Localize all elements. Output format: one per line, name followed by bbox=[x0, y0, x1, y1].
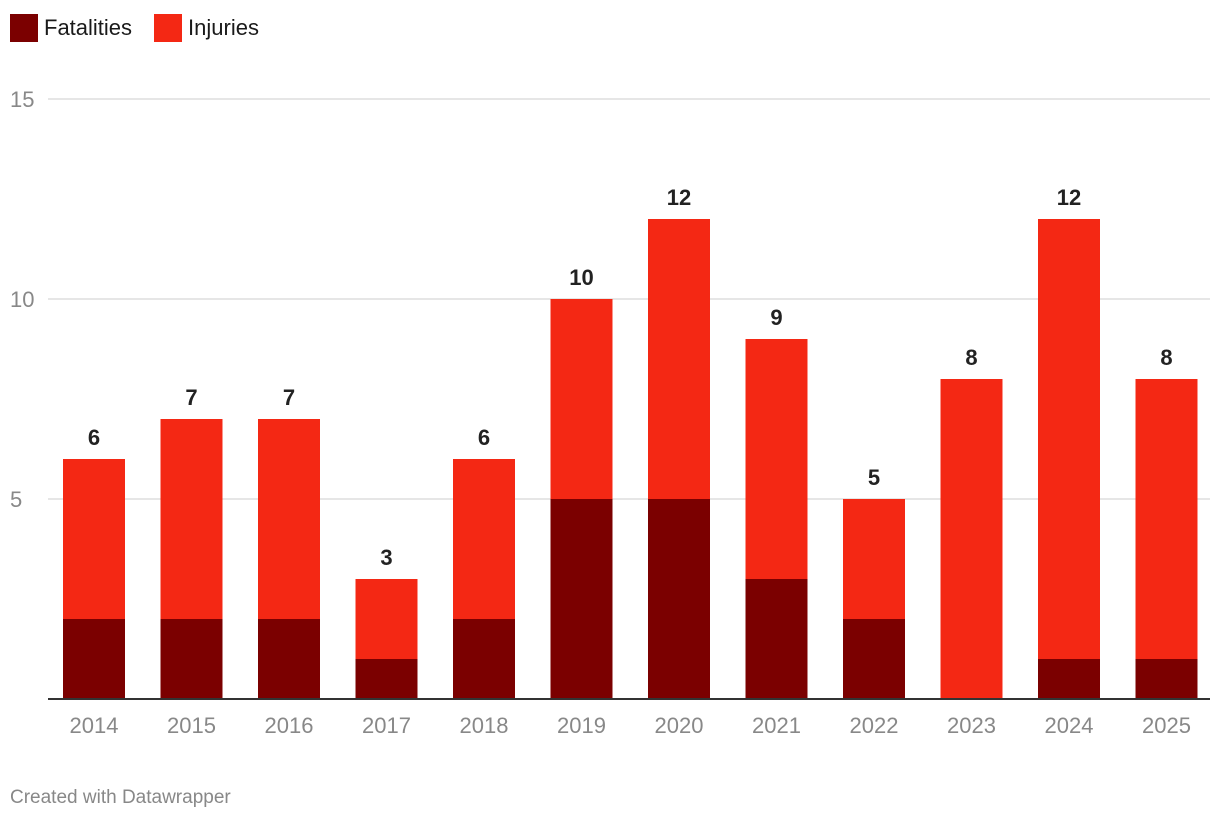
bar-injuries-2015 bbox=[160, 419, 223, 619]
total-label-2021: 9 bbox=[770, 305, 782, 330]
total-label-2025: 8 bbox=[1160, 345, 1172, 370]
legend-label-injuries: Injuries bbox=[188, 15, 259, 40]
bar-fatalities-2015 bbox=[160, 619, 223, 699]
bar-fatalities-2019 bbox=[550, 499, 613, 699]
y-tick-label-15: 15 bbox=[10, 87, 34, 112]
bar-injuries-2023 bbox=[940, 379, 1003, 699]
total-label-2015: 7 bbox=[185, 385, 197, 410]
total-label-2018: 6 bbox=[478, 425, 490, 450]
total-label-2020: 12 bbox=[667, 185, 691, 210]
bar-fatalities-2016 bbox=[258, 619, 320, 699]
bar-fatalities-2020 bbox=[648, 499, 710, 699]
x-tick-label-2021: 2021 bbox=[752, 713, 801, 738]
bar-injuries-2025 bbox=[1135, 379, 1198, 659]
bar-injuries-2018 bbox=[453, 459, 515, 619]
x-tick-label-2020: 2020 bbox=[655, 713, 704, 738]
x-tick-label-2014: 2014 bbox=[70, 713, 119, 738]
x-tick-label-2019: 2019 bbox=[557, 713, 606, 738]
bar-injuries-2014 bbox=[63, 459, 125, 619]
legend-item-fatalities: Fatalities bbox=[10, 14, 132, 42]
x-tick-label-2015: 2015 bbox=[167, 713, 216, 738]
x-tick-label-2018: 2018 bbox=[460, 713, 509, 738]
bar-injuries-2021 bbox=[745, 339, 808, 579]
x-tick-label-2023: 2023 bbox=[947, 713, 996, 738]
total-label-2019: 10 bbox=[569, 265, 593, 290]
y-tick-label-10: 10 bbox=[10, 287, 34, 312]
y-tick-label-5: 5 bbox=[10, 487, 22, 512]
legend-swatch-injuries bbox=[154, 14, 183, 42]
total-label-2016: 7 bbox=[283, 385, 295, 410]
bar-injuries-2017 bbox=[355, 579, 418, 659]
bar-fatalities-2025 bbox=[1135, 659, 1198, 699]
x-tick-label-2017: 2017 bbox=[362, 713, 411, 738]
bar-injuries-2024 bbox=[1038, 219, 1100, 659]
x-tick-label-2024: 2024 bbox=[1045, 713, 1094, 738]
total-label-2017: 3 bbox=[380, 545, 392, 570]
legend-label-fatalities: Fatalities bbox=[44, 15, 133, 40]
total-label-2024: 12 bbox=[1057, 185, 1081, 210]
credit-text: Created with Datawrapper bbox=[10, 787, 231, 808]
bar-fatalities-2021 bbox=[745, 579, 808, 699]
total-label-2014: 6 bbox=[88, 425, 100, 450]
bar-fatalities-2017 bbox=[355, 659, 418, 699]
bar-fatalities-2014 bbox=[63, 619, 125, 699]
bar-injuries-2019 bbox=[550, 299, 613, 499]
bar-fatalities-2024 bbox=[1038, 659, 1100, 699]
x-tick-label-2022: 2022 bbox=[850, 713, 899, 738]
x-tick-label-2016: 2016 bbox=[265, 713, 314, 738]
legend-swatch-fatalities bbox=[10, 14, 38, 42]
stacked-bar-chart: 5 10 15 6 2014 7 2015 7 2016 3 2017 6 2018 10 2019 12 20… bbox=[10, 87, 1210, 738]
legend: Fatalities Injuries bbox=[10, 13, 281, 43]
total-label-2022: 5 bbox=[868, 465, 880, 490]
bar-injuries-2022 bbox=[843, 499, 905, 619]
bar-fatalities-2022 bbox=[843, 619, 905, 699]
bar-fatalities-2018 bbox=[453, 619, 515, 699]
x-tick-label-2025: 2025 bbox=[1142, 713, 1191, 738]
bar-injuries-2016 bbox=[258, 419, 320, 619]
legend-item-injuries: Injuries bbox=[154, 14, 259, 42]
bar-injuries-2020 bbox=[648, 219, 710, 499]
total-label-2023: 8 bbox=[965, 345, 977, 370]
